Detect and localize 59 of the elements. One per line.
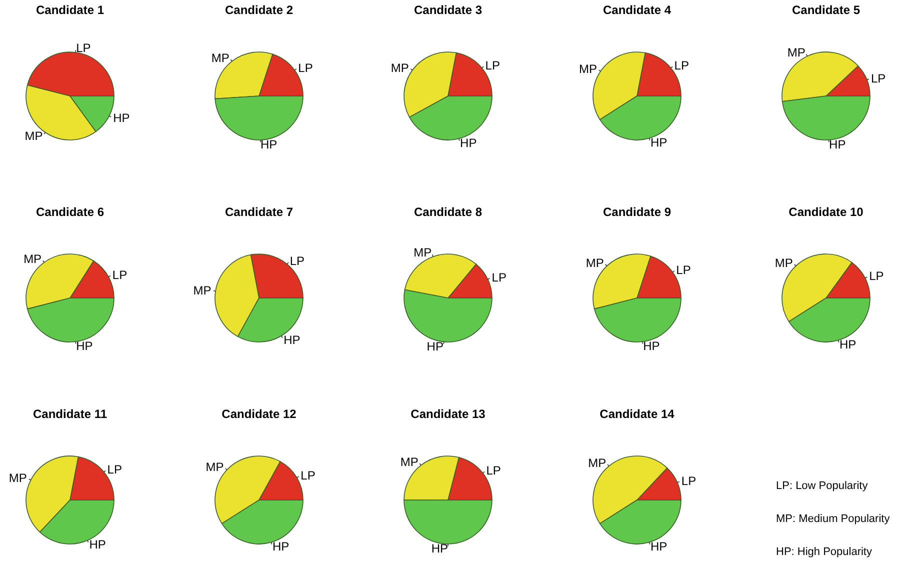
slice-label: LP [869, 269, 884, 284]
chart-title: Candidate 12 [222, 407, 297, 421]
slice-label: LP [290, 254, 305, 268]
slice-label: MP [414, 246, 432, 260]
slice-label: MP [390, 60, 409, 75]
slice-label: MP [24, 129, 43, 144]
chart-title: Candidate 3 [414, 3, 482, 17]
slice-label: MP [8, 471, 27, 486]
slice-label: MP [588, 456, 606, 470]
slice-label: HP [76, 339, 93, 354]
slice-label: MP [211, 50, 230, 65]
slice-label: HP [260, 138, 278, 152]
text: LP: Low Popularity [776, 480, 868, 492]
chart-title: Candidate 7 [224, 205, 294, 219]
chart-title: Candidate 4 [602, 3, 672, 17]
chart-title: Candidate 8 [414, 205, 482, 219]
chart-title: Candidate 5 [792, 3, 860, 17]
chart-title: Candidate 13 [410, 407, 486, 421]
text: HP: High Popularity [776, 546, 872, 558]
slice-label: MP [24, 252, 42, 266]
slice-label: MP [193, 284, 212, 298]
slice-label: LP [674, 58, 689, 72]
slice-label: LP [298, 60, 313, 75]
slice-label: MP [787, 45, 806, 60]
slice-label: HP [829, 138, 846, 152]
chart-title: Candidate 11 [32, 407, 108, 421]
slice-label: HP [284, 332, 300, 347]
slice-label: HP [272, 540, 290, 554]
slice-label: HP [650, 136, 668, 150]
slice-label: LP [76, 41, 91, 56]
slice-label: LP [300, 468, 316, 483]
slice-label: LP [681, 474, 696, 488]
slice-label: HP [460, 136, 477, 150]
chart-title: Candidate 10 [788, 205, 864, 219]
slice-label: HP [426, 339, 444, 354]
slice-label: HP [113, 111, 130, 126]
slice-label: HP [643, 339, 660, 354]
slice-label: MP [774, 256, 793, 270]
chart-title: Candidate 2 [224, 3, 294, 17]
slice-label: LP [871, 71, 886, 86]
slice-label: LP [112, 268, 128, 282]
slice-label: MP [578, 62, 597, 76]
slice-label: MP [586, 256, 604, 270]
slice-label: LP [486, 464, 501, 478]
chart-title: Candidate 14 [600, 407, 675, 421]
chart-title: Candidate 1 [36, 3, 104, 17]
slice-label: LP [676, 262, 691, 277]
text: MP: Medium Popularity [776, 513, 890, 525]
slice-label: HP [650, 540, 668, 554]
slice-label: MP [400, 454, 418, 469]
slice-label: LP [485, 58, 500, 72]
chart-title: Candidate 9 [602, 205, 672, 219]
slice-label: HP [89, 538, 106, 552]
slice-label: LP [492, 270, 506, 285]
slice-label: MP [206, 460, 224, 474]
slice-label: HP [840, 338, 856, 352]
slice-label: HP [431, 542, 448, 556]
slice-label: LP [107, 462, 122, 476]
chart-title: Candidate 6 [36, 205, 104, 219]
